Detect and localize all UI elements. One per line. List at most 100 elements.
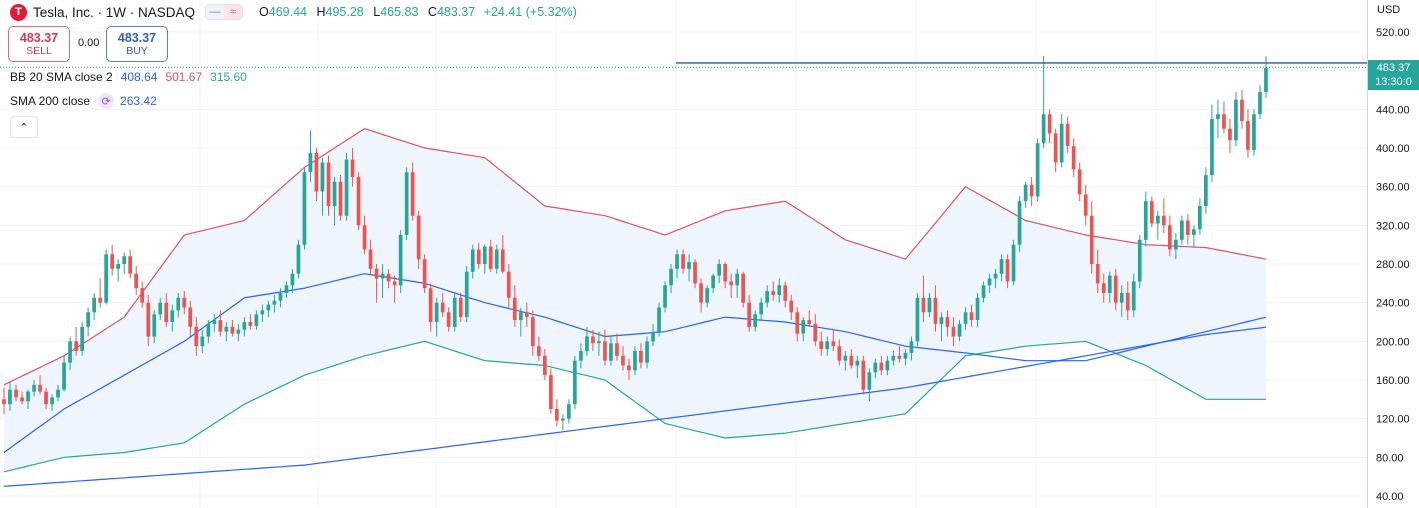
candle[interactable] xyxy=(380,264,385,298)
candle[interactable] xyxy=(326,155,331,216)
candle[interactable] xyxy=(242,317,247,337)
candle[interactable] xyxy=(1222,101,1226,134)
candle[interactable] xyxy=(837,339,842,366)
collapse-legend-button[interactable]: ⌃ xyxy=(10,116,38,138)
candle[interactable] xyxy=(338,175,343,221)
candle[interactable] xyxy=(236,323,241,342)
candle[interactable] xyxy=(933,285,938,332)
candle[interactable] xyxy=(350,148,355,187)
candle[interactable] xyxy=(1041,56,1046,148)
candle[interactable] xyxy=(458,293,463,322)
candle[interactable] xyxy=(903,349,908,366)
candle[interactable] xyxy=(104,249,108,305)
candle[interactable] xyxy=(1029,177,1034,206)
candle[interactable] xyxy=(314,148,319,202)
candle[interactable] xyxy=(759,297,763,321)
candle[interactable] xyxy=(446,307,451,332)
candle[interactable] xyxy=(603,329,607,366)
candle[interactable] xyxy=(56,384,60,402)
candle[interactable] xyxy=(783,281,788,308)
candle[interactable] xyxy=(975,293,980,327)
sma200-line[interactable] xyxy=(3,326,1267,487)
candle[interactable] xyxy=(813,314,818,347)
candle[interactable] xyxy=(38,375,42,395)
candle[interactable] xyxy=(981,281,986,303)
candle[interactable] xyxy=(1101,273,1106,303)
candle[interactable] xyxy=(1258,85,1262,119)
sell-button[interactable]: 483.37 SELL xyxy=(8,26,70,62)
candle[interactable] xyxy=(741,271,745,308)
candle[interactable] xyxy=(464,265,469,322)
candle[interactable] xyxy=(993,268,998,289)
candle[interactable] xyxy=(152,310,157,344)
candle[interactable] xyxy=(1198,198,1202,235)
candle[interactable] xyxy=(110,244,114,276)
candle[interactable] xyxy=(488,239,493,272)
candle[interactable] xyxy=(885,355,890,376)
candle[interactable] xyxy=(284,281,289,298)
candle[interactable] xyxy=(368,239,373,274)
candle[interactable] xyxy=(302,167,307,250)
candle[interactable] xyxy=(332,177,337,226)
candle[interactable] xyxy=(825,336,830,356)
candle[interactable] xyxy=(212,314,217,332)
candle[interactable] xyxy=(879,355,884,376)
candle[interactable] xyxy=(1107,271,1112,303)
line-style-icon[interactable]: — xyxy=(206,5,225,19)
candle[interactable] xyxy=(194,317,199,356)
candle[interactable] xyxy=(537,336,541,361)
candle[interactable] xyxy=(398,230,403,293)
candle[interactable] xyxy=(1053,128,1058,173)
candle[interactable] xyxy=(633,346,637,376)
candle[interactable] xyxy=(1113,268,1118,311)
candle[interactable] xyxy=(777,278,782,303)
candle[interactable] xyxy=(873,358,878,379)
candle[interactable] xyxy=(92,293,96,321)
candle[interactable] xyxy=(717,259,721,284)
candle[interactable] xyxy=(711,273,715,293)
sma-legend[interactable]: SMA 200 close ⟳ 263.42 xyxy=(10,93,165,109)
candle[interactable] xyxy=(735,268,739,298)
candle[interactable] xyxy=(134,265,138,295)
candle[interactable] xyxy=(681,249,685,274)
candle[interactable] xyxy=(1083,184,1088,226)
candle[interactable] xyxy=(651,323,655,347)
sma-name[interactable]: SMA 200 close xyxy=(10,94,91,108)
candle[interactable] xyxy=(260,304,265,322)
candle[interactable] xyxy=(1131,273,1136,318)
candle[interactable] xyxy=(146,294,151,347)
candle[interactable] xyxy=(1035,138,1040,202)
bb-name[interactable]: BB 20 SMA close 2 xyxy=(10,70,113,84)
candle[interactable] xyxy=(555,399,559,427)
candle[interactable] xyxy=(404,167,409,240)
candle[interactable] xyxy=(200,329,205,353)
candle[interactable] xyxy=(1125,281,1130,321)
candle[interactable] xyxy=(1017,196,1022,253)
candle[interactable] xyxy=(951,317,956,347)
candle[interactable] xyxy=(969,304,974,327)
candle[interactable] xyxy=(831,329,836,351)
chart-style-toggle[interactable]: — ≈ xyxy=(205,4,244,20)
candle[interactable] xyxy=(320,157,325,216)
candle[interactable] xyxy=(1089,201,1094,274)
candle[interactable] xyxy=(206,320,211,344)
candle[interactable] xyxy=(422,254,427,293)
candle[interactable] xyxy=(639,343,643,369)
candle[interactable] xyxy=(1168,215,1172,257)
candle[interactable] xyxy=(549,368,553,414)
candle[interactable] xyxy=(807,310,812,327)
candle[interactable] xyxy=(98,278,102,308)
candle[interactable] xyxy=(921,275,926,322)
horizontal-line-layer[interactable] xyxy=(0,62,1367,68)
candle[interactable] xyxy=(849,349,854,369)
candle[interactable] xyxy=(939,312,944,342)
candle[interactable] xyxy=(687,254,691,282)
candle[interactable] xyxy=(128,249,132,279)
candle[interactable] xyxy=(482,244,487,274)
candle[interactable] xyxy=(1077,162,1082,202)
candle[interactable] xyxy=(669,264,673,293)
candle[interactable] xyxy=(891,351,896,366)
candle[interactable] xyxy=(579,343,583,369)
candle[interactable] xyxy=(1005,254,1010,289)
candle[interactable] xyxy=(272,294,277,313)
